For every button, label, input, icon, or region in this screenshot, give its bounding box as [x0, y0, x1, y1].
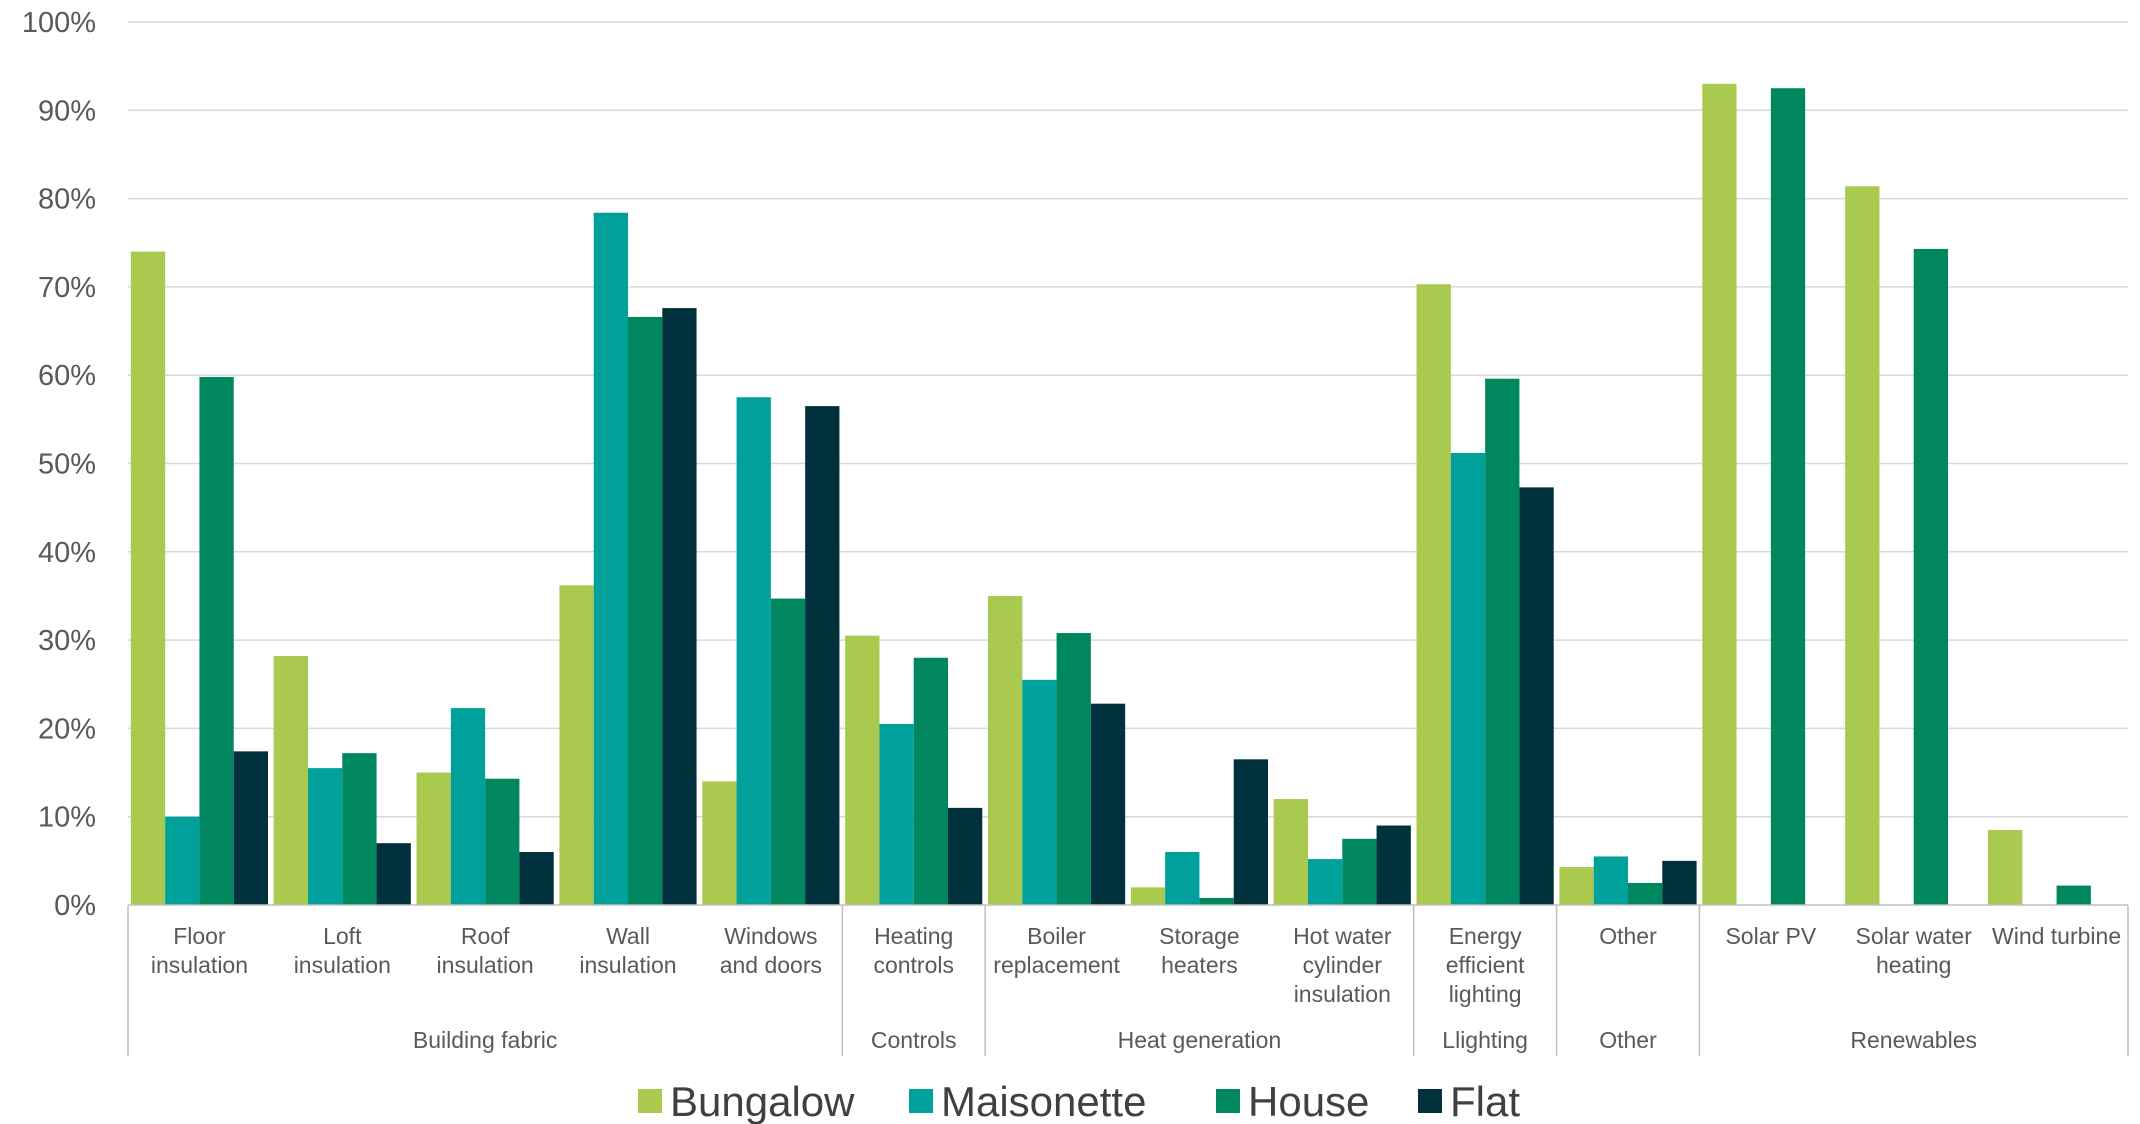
bars-layer [130, 83, 2091, 906]
x-category-label: Loft insulation [294, 923, 391, 978]
bar-bungalow-10 [1559, 867, 1594, 905]
legend-label-bungalow: Bungalow [670, 1078, 855, 1124]
x-category-label: Roof insulation [437, 923, 534, 978]
y-tick-label: 60% [38, 360, 96, 392]
bar-maisonette-1 [308, 768, 343, 905]
bar-house-8 [1342, 838, 1377, 905]
bar-flat-8 [1376, 825, 1411, 905]
bar-house-2 [485, 778, 520, 905]
bar-maisonette-2 [450, 708, 486, 905]
y-tick-label: 50% [38, 449, 96, 481]
bar-bungalow-13 [1988, 829, 2023, 905]
bar-maisonette-3 [593, 212, 628, 905]
bar-flat-6 [1090, 703, 1126, 905]
y-tick-label: 90% [38, 95, 96, 127]
x-group-label: Llighting [1442, 1027, 1528, 1053]
x-group-label: Building fabric [413, 1027, 557, 1053]
legend-swatch-maisonette [909, 1089, 933, 1113]
grid-layer [128, 21, 2128, 818]
x-category-label: Wall insulation [579, 923, 676, 978]
y-tick-label: 30% [38, 625, 96, 657]
legend: Bungalow Maisonette House Flat [638, 1078, 1520, 1124]
bar-maisonette-8 [1308, 859, 1343, 905]
bar-house-12 [1913, 248, 1948, 905]
bar-maisonette-0 [165, 816, 200, 905]
x-group-label: Controls [871, 1027, 957, 1053]
bar-bungalow-0 [130, 251, 166, 905]
bar-bungalow-4 [702, 781, 737, 905]
bar-flat-2 [519, 852, 554, 905]
legend-swatch-house [1216, 1089, 1240, 1113]
bar-flat-0 [233, 751, 268, 905]
legend-swatch-bungalow [638, 1089, 662, 1113]
x-category-label: Solar water heating [1856, 923, 1973, 978]
bar-maisonette-5 [879, 723, 914, 905]
y-tick-label: 0% [54, 890, 96, 922]
x-category-label: Hot water cylinder insulation [1293, 923, 1392, 1007]
x-category-label: Solar PV [1725, 923, 1816, 949]
x-category-label: Boiler replacement [993, 923, 1120, 978]
bar-bungalow-11 [1702, 83, 1737, 905]
bar-bungalow-5 [845, 635, 880, 905]
x-group-label: Heat generation [1118, 1027, 1282, 1053]
bar-flat-1 [376, 843, 411, 905]
bar-house-13 [2056, 885, 2091, 905]
y-tick-label: 100% [22, 7, 96, 39]
bar-flat-4 [805, 406, 840, 905]
bar-maisonette-9 [1450, 452, 1486, 905]
bar-flat-10 [1662, 860, 1697, 905]
x-group-label: Other [1599, 1027, 1657, 1053]
bar-flat-9 [1519, 487, 1554, 905]
bar-house-3 [628, 316, 663, 905]
bar-house-10 [1628, 882, 1663, 905]
bar-house-0 [199, 376, 234, 905]
x-group-label: Renewables [1850, 1027, 1977, 1053]
x-category-label: Energy efficient lighting [1446, 923, 1525, 1007]
bar-bungalow-2 [416, 772, 451, 905]
bar-bungalow-8 [1273, 799, 1308, 905]
bar-flat-3 [662, 308, 697, 905]
bar-house-11 [1770, 88, 1806, 906]
bar-bungalow-6 [988, 595, 1023, 905]
y-tick-label: 80% [38, 184, 96, 216]
bar-flat-5 [948, 807, 983, 905]
legend-label-house: House [1248, 1078, 1369, 1124]
legend-label-maisonette: Maisonette [941, 1078, 1146, 1124]
legend-label-flat: Flat [1450, 1078, 1520, 1124]
bar-maisonette-7 [1165, 852, 1200, 905]
bar-bungalow-3 [559, 585, 594, 905]
bar-house-1 [342, 753, 377, 905]
bar-house-9 [1485, 378, 1520, 905]
y-tick-label: 70% [38, 272, 96, 304]
legend-swatch-flat [1418, 1089, 1442, 1113]
bar-house-6 [1056, 633, 1091, 905]
y-tick-label: 10% [38, 802, 96, 834]
bar-bungalow-12 [1845, 186, 1880, 905]
bar-maisonette-4 [736, 397, 771, 905]
bar-house-7 [1199, 897, 1234, 905]
bar-house-4 [770, 598, 806, 905]
x-category-label: Other [1599, 923, 1657, 949]
bar-maisonette-6 [1022, 679, 1057, 905]
x-category-label: Wind turbine [1992, 923, 2121, 949]
axis-layer: 0% 10% 20% 30% 40% 50% 60% 70% 80% 90% 100% Floor in… [22, 7, 2129, 1056]
x-category-label: Heating controls [873, 923, 954, 978]
bar-flat-7 [1233, 759, 1268, 905]
bar-bungalow-9 [1416, 284, 1451, 906]
x-category-label: Storage heaters [1159, 923, 1240, 978]
y-tick-label: 20% [38, 713, 96, 745]
bar-house-5 [913, 657, 948, 905]
x-category-label: Windows and doors [720, 923, 822, 978]
x-category-label: Floor insulation [151, 923, 248, 978]
bar-bungalow-7 [1130, 887, 1166, 905]
bar-bungalow-1 [273, 655, 308, 905]
y-tick-label: 40% [38, 537, 96, 569]
bar-maisonette-10 [1593, 856, 1628, 905]
